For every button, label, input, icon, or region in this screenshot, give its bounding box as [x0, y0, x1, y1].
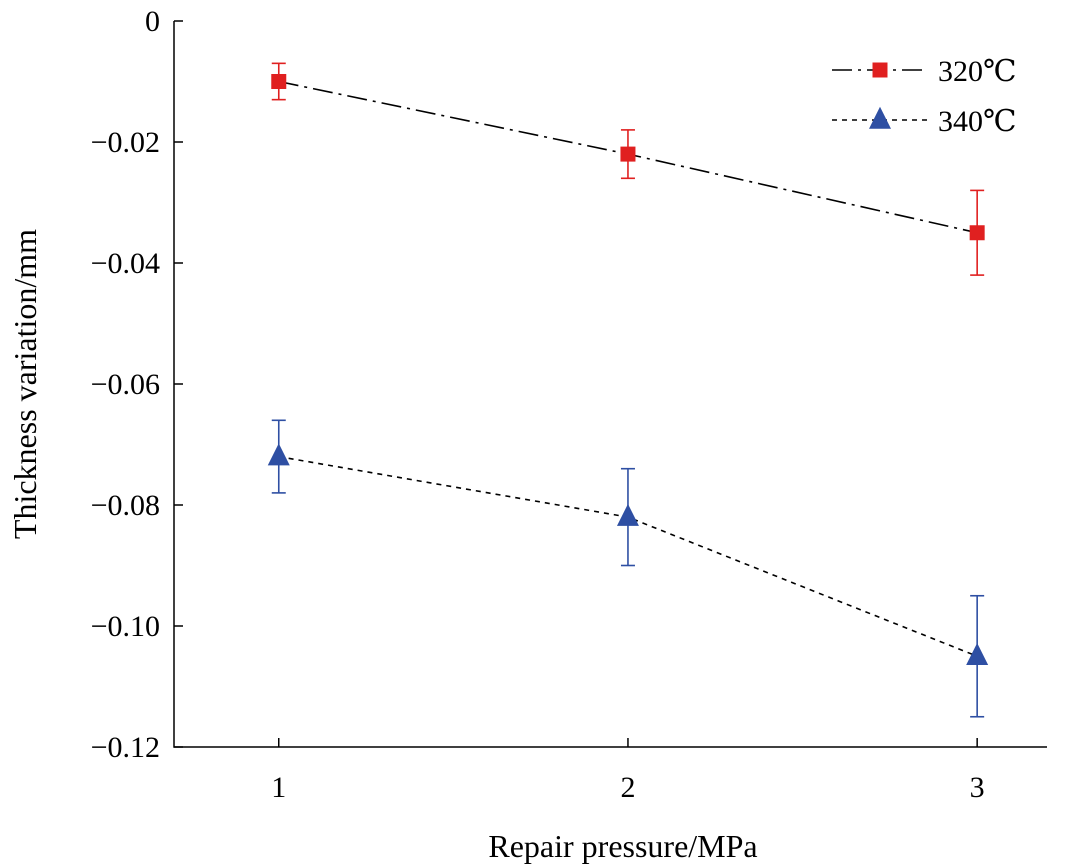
y-tick-label: −0.12 — [91, 731, 160, 764]
legend-item-1: 340℃ — [832, 105, 1017, 138]
x-tick-label: 1 — [271, 771, 286, 804]
data-point — [966, 643, 989, 666]
x-tick-label: 2 — [620, 771, 635, 804]
y-tick-label: −0.08 — [91, 489, 160, 522]
legend-label: 320℃ — [938, 55, 1017, 88]
series-0 — [271, 62, 985, 276]
y-tick-label: −0.04 — [91, 247, 160, 280]
legend: 320℃ 340℃ — [832, 55, 1017, 138]
series-layer — [267, 62, 989, 718]
y-tick-label: 0 — [145, 5, 160, 38]
data-point — [616, 503, 639, 526]
legend-marker — [869, 106, 891, 129]
y-axis-title: Thickness variation/mm — [7, 229, 43, 539]
y-tick-label: −0.06 — [91, 368, 160, 401]
x-axis-title: Repair pressure/MPa — [488, 828, 757, 864]
axis-frame — [173, 21, 1047, 748]
legend-label: 340℃ — [938, 105, 1017, 138]
axes: 0 −0.02 −0.04 −0.06 −0.08 −0.10 −0.12 1 2 3 — [91, 5, 1047, 804]
series-1 — [267, 419, 989, 718]
data-point — [267, 443, 290, 466]
data-point — [620, 146, 636, 162]
legend-item-0: 320℃ — [832, 55, 1017, 88]
legend-marker — [872, 62, 888, 78]
y-tick-label: −0.10 — [91, 610, 160, 643]
x-tick-label: 3 — [970, 771, 985, 804]
data-point — [969, 225, 985, 241]
y-tick-label: −0.02 — [91, 126, 160, 159]
data-point — [271, 74, 287, 89]
